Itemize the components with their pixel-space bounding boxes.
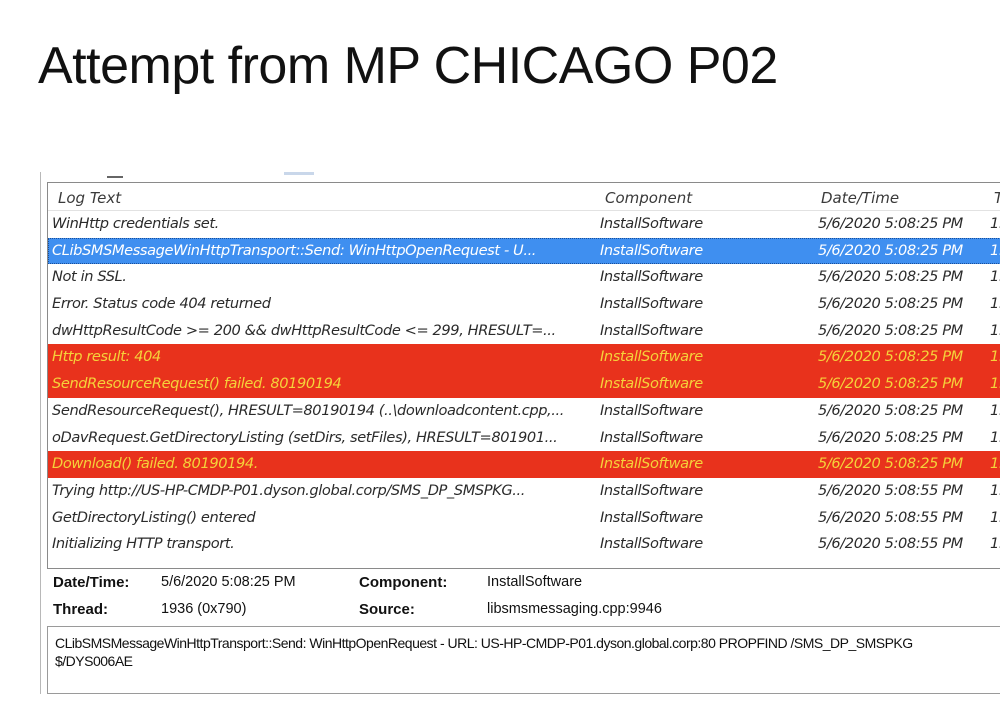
message-line: CLibSMSMessageWinHttpTransport::Send: Wi… [55,635,913,651]
log-cell-text: SendResourceRequest() failed. 80190194 [52,375,342,393]
log-cell-text: Trying http://US-HP-CMDP-P01.dyson.globa… [52,481,525,499]
log-cell-text: GetDirectoryListing() entered [52,508,256,526]
log-cell-component: InstallSoftware [600,508,703,526]
log-cell-datetime: 5/6/2020 5:08:25 PM [818,401,963,419]
log-cell-text: Error. Status code 404 returned [52,295,271,313]
log-cell-datetime: 5/6/2020 5:08:25 PM [818,295,963,313]
toolbar-fragment [284,172,314,175]
log-cell-thread: 19 [990,428,1000,446]
column-header-log-text[interactable]: Log Text [58,189,122,207]
log-header: Log Text Component Date/Time T [48,183,1000,211]
log-row[interactable]: CLibSMSMessageWinHttpTransport::Send: Wi… [48,237,1000,265]
detail-datetime-value: 5/6/2020 5:08:25 PM [161,574,296,590]
log-cell-component: InstallSoftware [600,348,703,366]
log-cell-thread: 19 [990,215,1000,232]
log-cell-datetime: 5/6/2020 5:08:25 PM [818,375,963,393]
detail-thread-label: Thread: [53,601,109,618]
log-row[interactable]: SendResourceRequest() failed. 80190194 In… [48,371,1000,398]
log-cell-component: InstallSoftware [600,428,703,446]
log-cell-component: InstallSoftware [600,401,703,419]
log-cell-thread: 19 [990,241,1000,259]
log-cell-datetime: 5/6/2020 5:08:55 PM [818,481,963,499]
log-cell-datetime: 5/6/2020 5:08:25 PM [818,348,963,366]
detail-source-value: libsmsmessaging.cpp:9946 [487,601,662,617]
log-cell-component: InstallSoftware [600,215,703,232]
log-row[interactable]: dwHttpResultCode >= 200 && dwHttpResultC… [48,318,1000,345]
message-line: $/DYS006AE [55,653,133,669]
log-cell-datetime: 5/6/2020 5:08:25 PM [818,455,963,473]
log-cell-thread: 19 [990,295,1000,313]
log-row[interactable]: Initializing HTTP transport. InstallSoftw… [48,531,1000,558]
log-cell-thread: 19 [990,508,1000,526]
log-cell-thread: 19 [990,535,1000,553]
detail-datetime-label: Date/Time: [53,574,130,591]
log-cell-component: InstallSoftware [600,535,703,553]
log-cell-text: Download() failed. 80190194. [52,455,258,473]
toolbar-strip [41,172,1000,184]
log-cell-thread: 19 [990,348,1000,366]
log-cell-datetime: 5/6/2020 5:08:25 PM [818,321,963,339]
log-cell-datetime: 5/6/2020 5:08:25 PM [818,428,963,446]
log-rows: WinHttp credentials set. InstallSoftware 5… [48,211,1000,558]
log-row[interactable]: Http result: 404 InstallSoftware 5/6/2020 … [48,344,1000,372]
log-row[interactable]: Trying http://US-HP-CMDP-P01.dyson.globa… [48,478,1000,505]
log-cell-thread: 19 [990,268,1000,286]
log-cell-text: oDavRequest.GetDirectoryListing (setDirs… [52,428,558,446]
log-row[interactable]: Error. Status code 404 returned InstallSo… [48,291,1000,318]
log-cell-text: dwHttpResultCode >= 200 && dwHttpResultC… [52,321,556,339]
log-cell-datetime: 5/6/2020 5:08:55 PM [818,508,963,526]
log-cell-component: InstallSoftware [600,241,703,259]
log-cell-datetime: 5/6/2020 5:08:25 PM [818,241,963,259]
log-row[interactable]: oDavRequest.GetDirectoryListing (setDirs… [48,425,1000,452]
log-cell-text: CLibSMSMessageWinHttpTransport::Send: Wi… [52,241,537,259]
log-cell-thread: 19 [990,481,1000,499]
log-row[interactable]: Not in SSL. InstallSoftware 5/6/2020 5:08:… [48,264,1000,291]
toolbar-fragment [107,176,123,178]
log-row[interactable]: WinHttp credentials set. InstallSoftware 5… [48,211,1000,238]
log-cell-component: InstallSoftware [600,375,703,393]
log-cell-component: InstallSoftware [600,455,703,473]
log-cell-component: InstallSoftware [600,481,703,499]
log-cell-component: InstallSoftware [600,295,703,313]
log-cell-component: InstallSoftware [600,321,703,339]
column-header-datetime[interactable]: Date/Time [821,189,900,207]
log-row[interactable]: SendResourceRequest(), HRESULT=80190194 … [48,398,1000,425]
log-cell-component: InstallSoftware [600,268,703,286]
log-row[interactable]: GetDirectoryListing() entered InstallSoft… [48,505,1000,532]
log-cell-datetime: 5/6/2020 5:08:25 PM [818,268,963,286]
column-header-thread[interactable]: T [994,189,1000,207]
details-pane: Date/Time: 5/6/2020 5:08:25 PM Component… [51,570,1000,626]
detail-thread-value: 1936 (0x790) [161,601,247,617]
log-table[interactable]: Log Text Component Date/Time T WinHttp c… [47,182,1000,569]
detail-component-value: InstallSoftware [487,574,583,590]
log-cell-text: SendResourceRequest(), HRESULT=80190194 … [52,401,565,419]
slide-title: Attempt from MP CHICAGO P02 [38,37,778,95]
cmtrace-window: Log Text Component Date/Time T WinHttp c… [40,172,1000,694]
log-cell-datetime: 5/6/2020 5:08:25 PM [818,215,963,232]
log-cell-thread: 19 [990,321,1000,339]
log-cell-text: Not in SSL. [52,268,127,286]
detail-component-label: Component: [359,574,448,591]
column-header-component[interactable]: Component [605,189,693,207]
log-cell-datetime: 5/6/2020 5:08:55 PM [818,535,963,553]
log-row[interactable]: Download() failed. 80190194. InstallSoftw… [48,451,1000,478]
log-cell-thread: 19 [990,401,1000,419]
log-cell-text: Http result: 404 [52,348,161,366]
log-cell-thread: 19 [990,375,1000,393]
log-message-box[interactable]: CLibSMSMessageWinHttpTransport::Send: Wi… [47,626,1000,694]
log-cell-text: Initializing HTTP transport. [52,535,235,553]
log-cell-thread: 19 [990,455,1000,473]
detail-source-label: Source: [359,601,415,618]
log-cell-text: WinHttp credentials set. [52,215,219,232]
